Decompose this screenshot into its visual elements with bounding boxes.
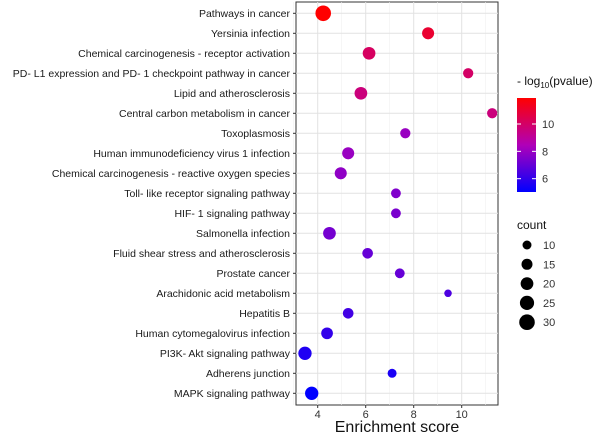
size-legend-label: 25 xyxy=(543,298,555,310)
y-tick-label: Central carbon metabolism in cancer xyxy=(119,108,290,120)
color-bar xyxy=(517,98,536,192)
colorbar-tick-label: 8 xyxy=(542,146,548,158)
data-point xyxy=(298,346,312,360)
size-legend-title: count xyxy=(517,218,547,232)
grid xyxy=(293,2,498,405)
data-point xyxy=(387,368,397,378)
y-tick-label: Adherens junction xyxy=(206,368,290,380)
x-axis-title: Enrichment score xyxy=(335,419,460,436)
data-point xyxy=(422,27,435,40)
size-legend-dot xyxy=(519,295,535,310)
y-axis-labels: Pathways in cancer Yersinia infection Chem… xyxy=(13,8,296,400)
y-tick-label: Chemical carcinogenesis - reactive oxyge… xyxy=(52,168,290,180)
size-legend-dot xyxy=(521,258,533,270)
y-tick-label: Toxoplasmosis xyxy=(221,128,290,140)
y-tick-label: PD- L1 expression and PD- 1 checkpoint p… xyxy=(13,68,291,80)
size-legend-label: 15 xyxy=(543,259,555,271)
data-point xyxy=(362,247,373,259)
y-tick-label: Fluid shear stress and atherosclerosis xyxy=(113,248,290,260)
y-tick-label: Hepatitis B xyxy=(239,308,290,320)
data-point xyxy=(391,188,401,199)
data-point xyxy=(444,289,452,298)
x-axis-ticks: 4 6 8 10 xyxy=(315,405,468,421)
y-tick-label: Yersinia infection xyxy=(211,28,290,40)
size-legend-label: 20 xyxy=(543,279,555,291)
plot-panel xyxy=(295,1,499,406)
size-legend-label: 30 xyxy=(543,317,555,329)
size-legend-dot xyxy=(520,277,534,290)
y-tick-label: Pathways in cancer xyxy=(199,8,291,20)
data-point xyxy=(334,167,347,180)
y-tick-label: Salmonella infection xyxy=(196,228,290,240)
x-tick-label: 8 xyxy=(411,409,417,421)
y-tick-label: Toll- like receptor signaling pathway xyxy=(124,188,290,200)
points xyxy=(298,5,498,400)
data-point xyxy=(305,386,319,400)
y-tick-label: Lipid and atherosclerosis xyxy=(174,88,290,100)
size-legend: count 10 15 20 25 30 xyxy=(517,218,555,330)
data-point xyxy=(342,307,354,319)
size-legend-dot xyxy=(522,240,532,250)
data-point xyxy=(323,226,336,240)
data-point xyxy=(321,327,333,340)
data-point xyxy=(394,268,405,279)
x-tick-label: 6 xyxy=(363,409,369,421)
y-tick-label: Human cytomegalovirus infection xyxy=(135,328,290,340)
data-point xyxy=(400,128,411,139)
y-tick-label: Human immunodeficiency virus 1 infection xyxy=(93,148,290,160)
y-tick-label: Arachidonic acid metabolism xyxy=(156,288,290,300)
x-tick-label: 10 xyxy=(456,409,468,421)
data-point xyxy=(315,5,331,22)
data-point xyxy=(354,86,368,100)
colorbar-tick-label: 6 xyxy=(542,174,548,186)
y-tick-label: Chemical carcinogenesis - receptor activ… xyxy=(78,48,290,60)
y-tick-label: PI3K- Akt signaling pathway xyxy=(160,348,291,360)
size-legend-label: 10 xyxy=(543,240,555,252)
data-point xyxy=(362,46,376,60)
x-tick-label: 4 xyxy=(315,409,321,421)
color-legend-title: - log10(pvalue) xyxy=(517,74,593,90)
y-tick-label: HIF- 1 signaling pathway xyxy=(174,208,290,220)
size-legend-dot xyxy=(519,314,535,330)
color-legend: - log10(pvalue) 6 8 10 xyxy=(517,74,593,192)
y-tick-label: MAPK signaling pathway xyxy=(174,388,291,400)
data-point xyxy=(342,147,355,160)
data-point xyxy=(487,108,498,119)
y-tick-label: Prostate cancer xyxy=(216,268,290,280)
data-point xyxy=(391,208,401,219)
colorbar-tick-label: 10 xyxy=(542,119,554,131)
data-point xyxy=(463,68,474,79)
